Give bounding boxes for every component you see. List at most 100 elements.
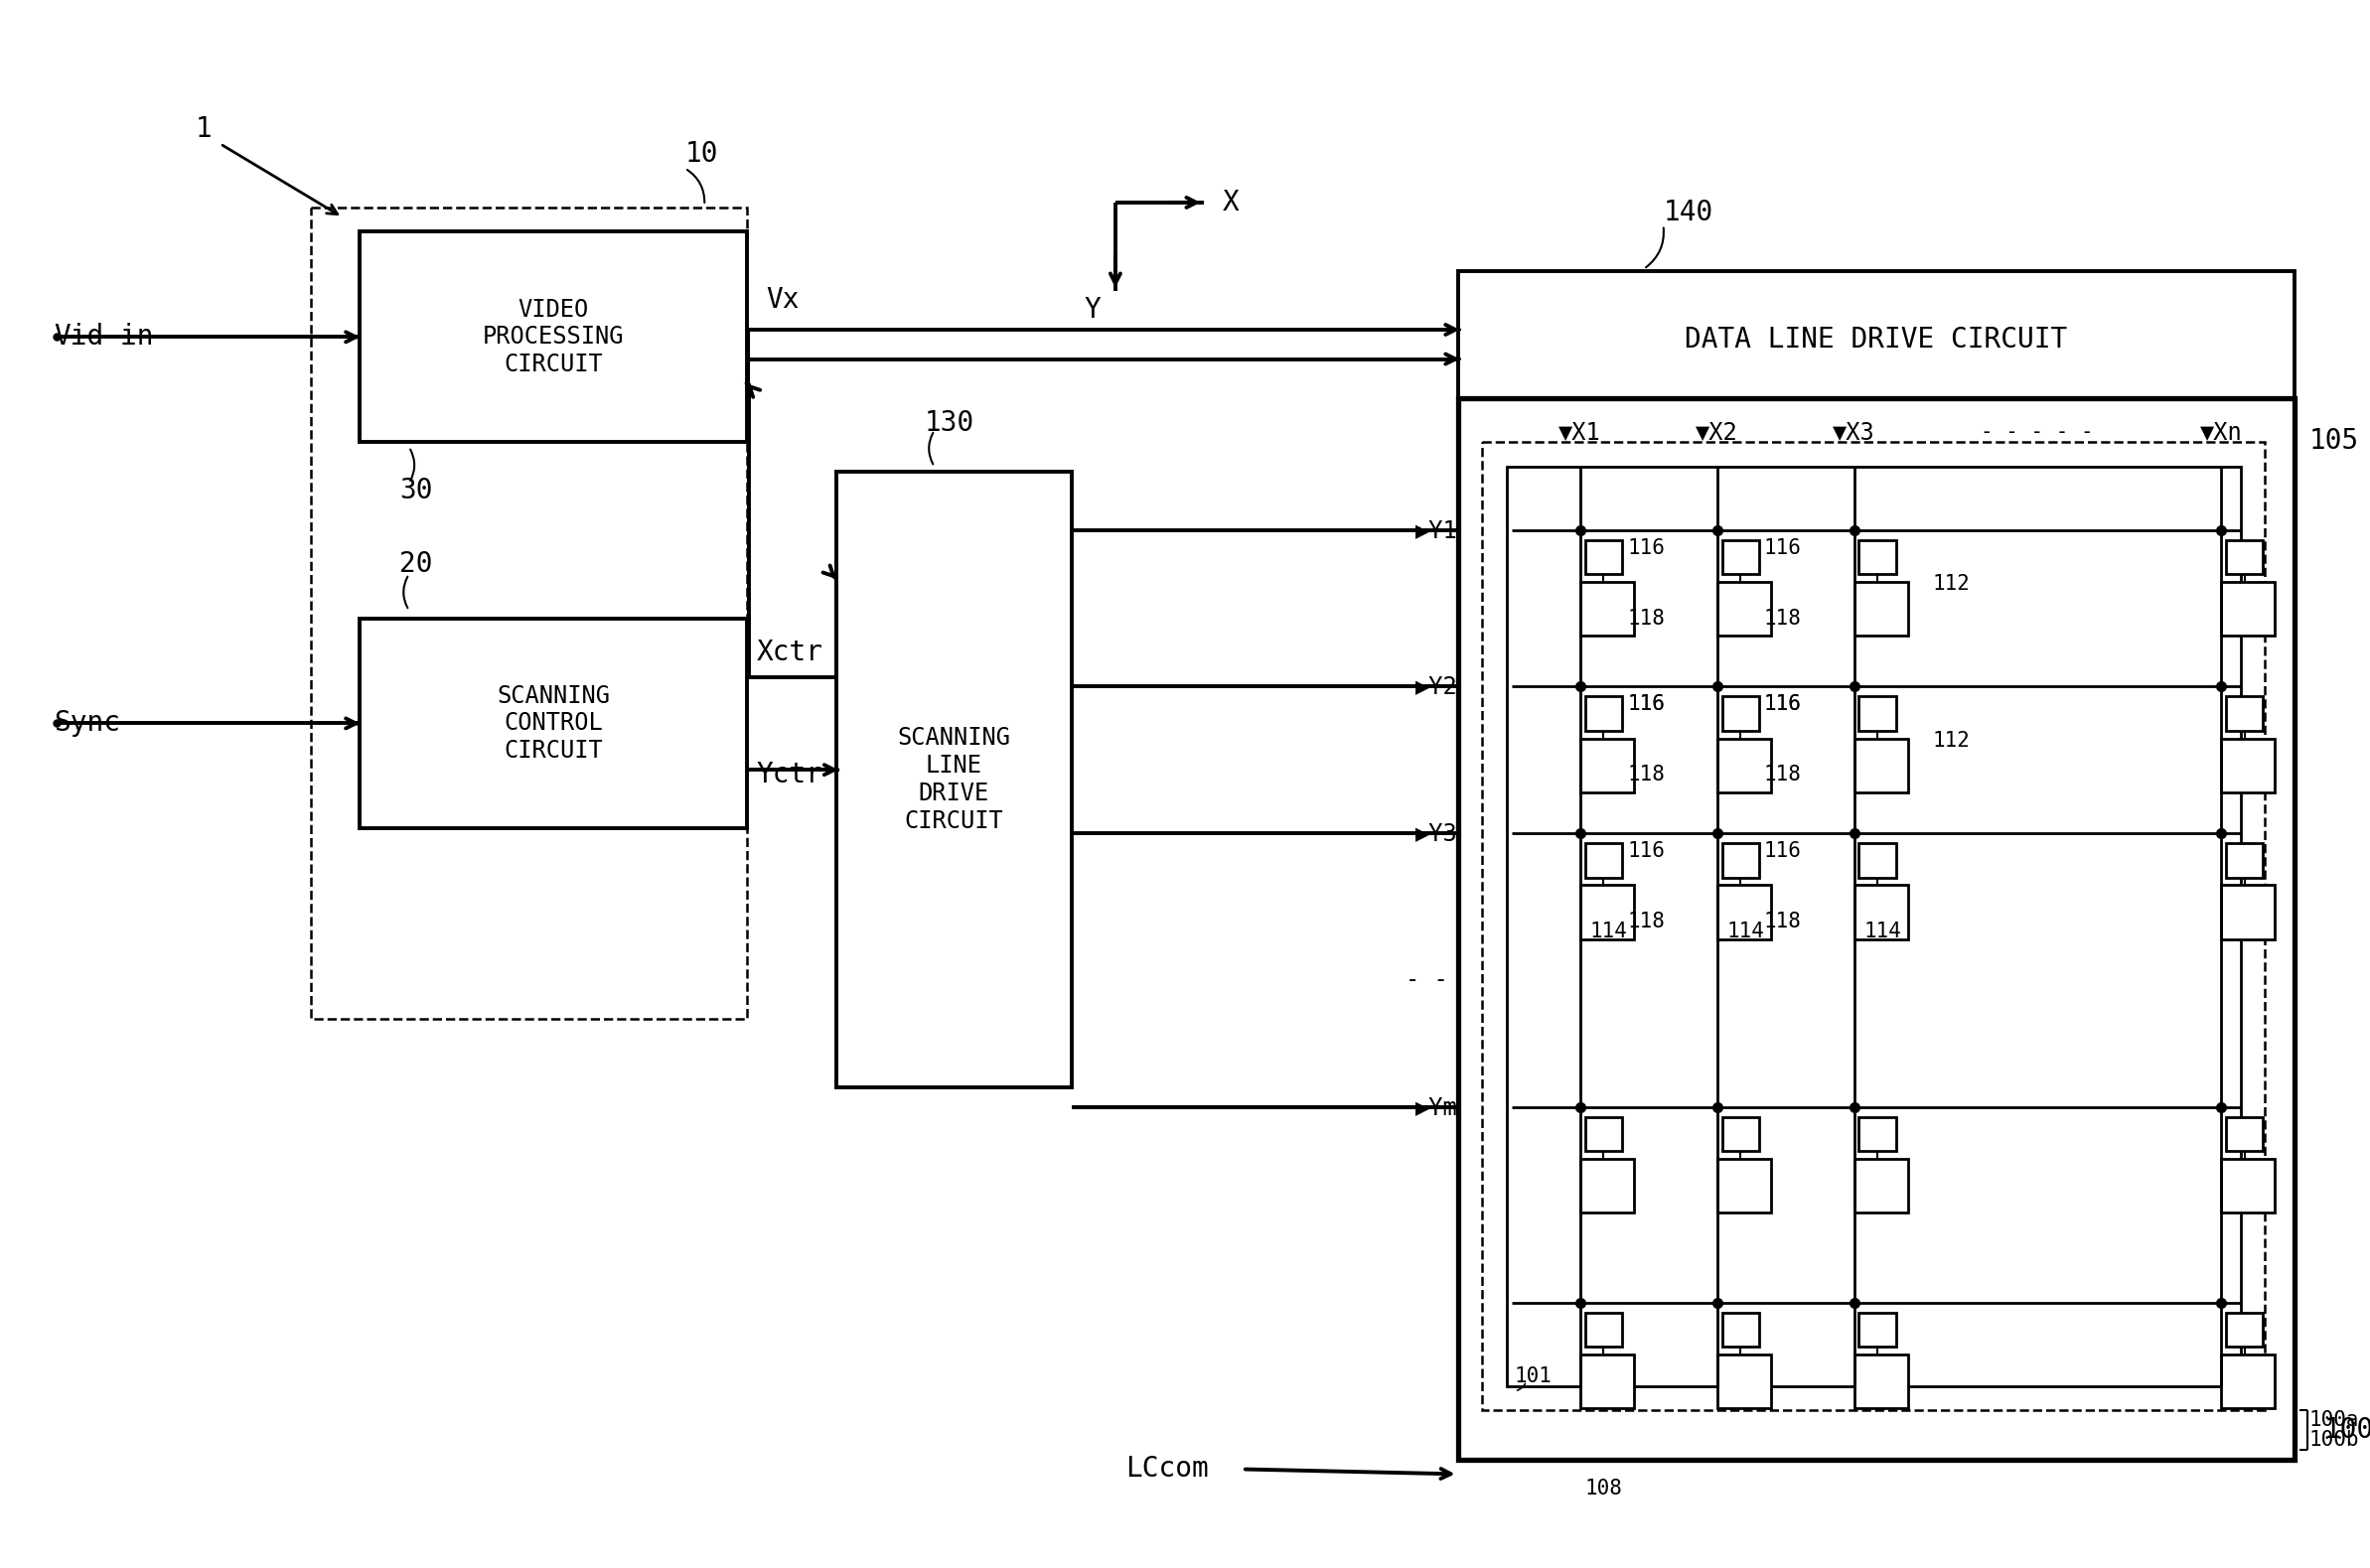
Bar xyxy=(1858,1116,1896,1151)
Bar xyxy=(1723,696,1759,731)
Text: SCANNING
LINE
DRIVE
CIRCUIT: SCANNING LINE DRIVE CIRCUIT xyxy=(898,726,1010,833)
Bar xyxy=(1586,1312,1621,1347)
Text: 118: 118 xyxy=(1628,608,1664,629)
Text: Xctr: Xctr xyxy=(756,638,822,666)
Text: ▼X3: ▼X3 xyxy=(1832,420,1875,444)
Text: Sync: Sync xyxy=(55,709,121,737)
Bar xyxy=(1458,271,2294,408)
Text: 116: 116 xyxy=(1763,695,1801,713)
Text: 100b: 100b xyxy=(2308,1430,2358,1450)
Text: 112: 112 xyxy=(1932,731,1969,751)
Text: 116: 116 xyxy=(1763,840,1801,861)
Bar xyxy=(837,472,1071,1088)
Text: 20: 20 xyxy=(398,550,431,579)
Text: 105: 105 xyxy=(2308,428,2358,455)
Bar xyxy=(1723,844,1759,878)
Bar xyxy=(1858,539,1896,574)
Text: 114: 114 xyxy=(1728,922,1766,941)
Text: 118: 118 xyxy=(1763,911,1801,931)
Text: X: X xyxy=(1223,188,1240,216)
Text: ▼X1: ▼X1 xyxy=(1559,420,1602,444)
Text: 114: 114 xyxy=(1590,922,1628,941)
Bar xyxy=(2225,844,2263,878)
Text: 108: 108 xyxy=(1586,1479,1623,1499)
Text: ▶Ym: ▶Ym xyxy=(1415,1096,1458,1120)
Bar xyxy=(2225,1312,2263,1347)
Bar xyxy=(1586,539,1621,574)
Bar xyxy=(1853,1355,1908,1408)
Bar xyxy=(1716,886,1770,939)
Text: 100: 100 xyxy=(2323,1416,2370,1444)
Text: Yctr: Yctr xyxy=(756,760,822,789)
Text: 10: 10 xyxy=(685,140,718,168)
Bar xyxy=(2225,539,2263,574)
Bar xyxy=(1858,1312,1896,1347)
Text: 1: 1 xyxy=(197,114,213,143)
Bar xyxy=(1481,442,2266,1411)
Text: 118: 118 xyxy=(1763,765,1801,784)
Bar xyxy=(2221,739,2275,792)
Bar xyxy=(1853,739,1908,792)
Bar xyxy=(2221,886,2275,939)
Bar xyxy=(1723,1312,1759,1347)
Text: DATA LINE DRIVE CIRCUIT: DATA LINE DRIVE CIRCUIT xyxy=(1685,326,2067,353)
Text: 116: 116 xyxy=(1628,538,1664,558)
Bar xyxy=(360,618,747,828)
Text: 118: 118 xyxy=(1628,765,1664,784)
Text: - - - - -: - - - - - xyxy=(1981,422,2093,442)
Bar xyxy=(2225,696,2263,731)
Text: ▶Y1: ▶Y1 xyxy=(1415,519,1458,543)
Text: 118: 118 xyxy=(1628,911,1664,931)
Bar xyxy=(2221,1355,2275,1408)
Bar xyxy=(360,232,747,442)
Bar xyxy=(1723,1116,1759,1151)
Text: 140: 140 xyxy=(1664,199,1714,226)
Bar xyxy=(1723,539,1759,574)
Text: 130: 130 xyxy=(924,409,974,436)
Bar xyxy=(2225,1116,2263,1151)
Bar xyxy=(1853,1159,1908,1214)
Text: 114: 114 xyxy=(1863,922,1901,941)
Text: - -: - - xyxy=(1405,967,1448,993)
Bar xyxy=(310,207,747,1019)
Bar xyxy=(1716,582,1770,635)
Text: Vx: Vx xyxy=(766,287,799,314)
Text: ▶Y2: ▶Y2 xyxy=(1415,674,1458,699)
Bar xyxy=(1586,844,1621,878)
Text: 30: 30 xyxy=(398,477,431,505)
Bar xyxy=(1507,467,2240,1386)
Bar xyxy=(2221,582,2275,635)
Text: 116: 116 xyxy=(1628,695,1664,713)
Text: 112: 112 xyxy=(1932,574,1969,594)
Text: VIDEO
PROCESSING
CIRCUIT: VIDEO PROCESSING CIRCUIT xyxy=(483,298,623,376)
Bar xyxy=(1853,886,1908,939)
Text: 100a: 100a xyxy=(2308,1410,2358,1430)
Bar xyxy=(1716,1159,1770,1214)
Text: Vid-in: Vid-in xyxy=(55,323,154,351)
Bar xyxy=(1858,696,1896,731)
Text: ▼X2: ▼X2 xyxy=(1697,420,1737,444)
Bar xyxy=(1858,844,1896,878)
Bar xyxy=(1586,1116,1621,1151)
Text: LCcom: LCcom xyxy=(1126,1455,1209,1483)
Text: SCANNING
CONTROL
CIRCUIT: SCANNING CONTROL CIRCUIT xyxy=(498,684,609,764)
Text: 118: 118 xyxy=(1763,608,1801,629)
Bar xyxy=(1586,696,1621,731)
Bar xyxy=(1581,1159,1633,1214)
Bar xyxy=(1716,1355,1770,1408)
Text: Y: Y xyxy=(1083,296,1100,325)
Text: 116: 116 xyxy=(1763,695,1801,713)
Text: 116: 116 xyxy=(1628,840,1664,861)
Bar xyxy=(1581,739,1633,792)
Text: ▼Xn: ▼Xn xyxy=(2199,420,2242,444)
Bar xyxy=(1581,886,1633,939)
Bar xyxy=(1581,582,1633,635)
Text: 101: 101 xyxy=(1514,1366,1552,1386)
Bar xyxy=(2221,1159,2275,1214)
Bar xyxy=(1581,1355,1633,1408)
Text: 116: 116 xyxy=(1763,538,1801,558)
Bar xyxy=(1458,398,2294,1460)
Text: 116: 116 xyxy=(1628,695,1664,713)
Text: ▶Y3: ▶Y3 xyxy=(1415,822,1458,845)
Bar xyxy=(1853,582,1908,635)
